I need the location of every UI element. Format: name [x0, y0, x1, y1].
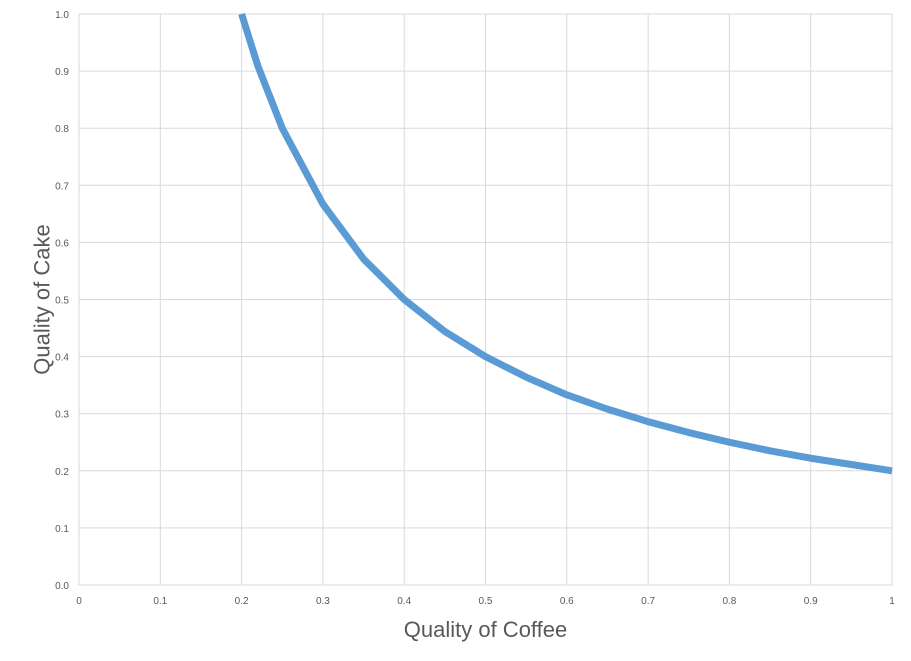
x-tick-label: 0.4 [397, 596, 411, 607]
series-layer [238, 12, 893, 475]
x-tick-label: 0.5 [479, 596, 493, 607]
x-axis-title: Quality of Coffee [404, 617, 567, 642]
x-tick-label: 0 [76, 596, 82, 607]
plot-area-border [78, 13, 893, 586]
y-tick-label: 1.0 [55, 10, 69, 21]
x-tick-label: 1 [889, 596, 895, 607]
y-tick-label: 0.6 [55, 238, 69, 249]
x-axis-ticks: 0 0.1 0.2 0.3 0.4 0.5 0.6 0.7 0.8 0.9 1 [76, 596, 895, 607]
y-tick-label: 0.4 [55, 353, 69, 364]
x-tick-label: 0.6 [560, 596, 574, 607]
y-tick-label: 0.9 [55, 67, 69, 78]
x-tick-label: 0.8 [722, 596, 736, 607]
x-tick-label: 0.2 [235, 596, 249, 607]
x-tick-label: 0.1 [153, 596, 167, 607]
y-axis-title: Quality of Cake [30, 224, 55, 374]
x-tick-label: 0.9 [804, 596, 818, 607]
x-tick-label: 0.7 [641, 596, 655, 607]
x-tick-label: 0.3 [316, 596, 330, 607]
y-tick-label: 0.0 [55, 581, 69, 592]
y-tick-label: 0.7 [55, 181, 69, 192]
grid [78, 13, 893, 586]
series-line [238, 12, 893, 475]
y-tick-label: 0.5 [55, 296, 69, 307]
y-tick-label: 0.8 [55, 124, 69, 135]
y-axis-ticks: 0.0 0.1 0.2 0.3 0.4 0.5 0.6 0.7 0.8 0.9 1.0 [55, 10, 69, 592]
y-tick-label: 0.3 [55, 410, 69, 421]
y-tick-label: 0.2 [55, 467, 69, 478]
y-tick-label: 0.1 [55, 524, 69, 535]
